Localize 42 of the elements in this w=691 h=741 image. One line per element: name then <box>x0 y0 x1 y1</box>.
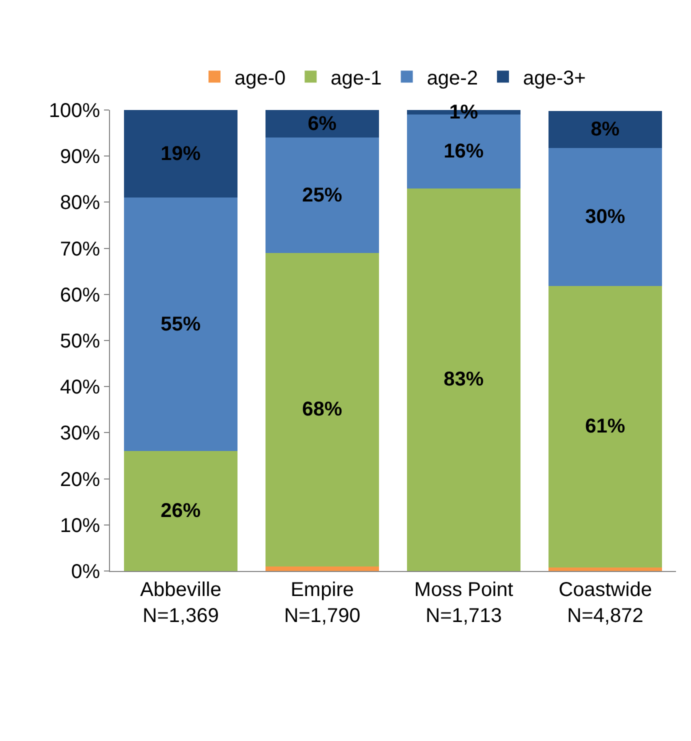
bar <box>266 566 379 571</box>
data-label: 26% <box>160 500 201 522</box>
y-tick-label: 60% <box>60 284 100 306</box>
y-tick-label: 50% <box>60 330 100 352</box>
data-label: 55% <box>160 313 201 336</box>
data-label: 16% <box>444 140 484 162</box>
x-tick-label: Coastwide N=4,872 <box>558 579 652 627</box>
legend-label: age-1 <box>330 67 382 90</box>
data-label: 30% <box>585 206 626 228</box>
bar <box>548 110 662 148</box>
y-tick-label: 0% <box>71 561 100 583</box>
y-tick-label: 30% <box>60 422 100 445</box>
bar <box>407 188 520 571</box>
bar <box>124 198 238 452</box>
bar <box>266 110 379 138</box>
data-label: 25% <box>302 184 342 206</box>
bar <box>266 138 379 253</box>
bar <box>548 286 662 568</box>
data-label: 61% <box>585 416 626 438</box>
y-tick-label: 70% <box>60 238 100 260</box>
data-label: 68% <box>302 398 342 421</box>
bar <box>124 451 238 571</box>
x-tick-label: Abbeville N=1,369 <box>140 579 222 627</box>
y-tick-label: 90% <box>60 146 100 168</box>
data-label: 83% <box>444 368 484 391</box>
legend-label: age-0 <box>234 67 286 90</box>
data-label: 8% <box>590 118 620 140</box>
bar <box>124 110 238 198</box>
y-tick-label: 40% <box>60 376 100 399</box>
data-label: 6% <box>308 112 337 135</box>
y-tick-label: 100% <box>48 100 100 122</box>
bar <box>548 567 662 571</box>
bar <box>548 148 662 286</box>
y-tick-label: 80% <box>60 192 100 214</box>
legend-label: age-2 <box>426 67 478 90</box>
x-tick-label: Empire N=1,790 <box>284 579 360 627</box>
y-tick-label: 20% <box>60 468 100 491</box>
legend-label: age-3+ <box>522 67 586 90</box>
bar <box>266 252 379 566</box>
data-label: 19% <box>160 142 201 165</box>
y-tick-label: 10% <box>60 514 100 537</box>
x-tick-label: Moss Point N=1,713 <box>414 579 514 627</box>
